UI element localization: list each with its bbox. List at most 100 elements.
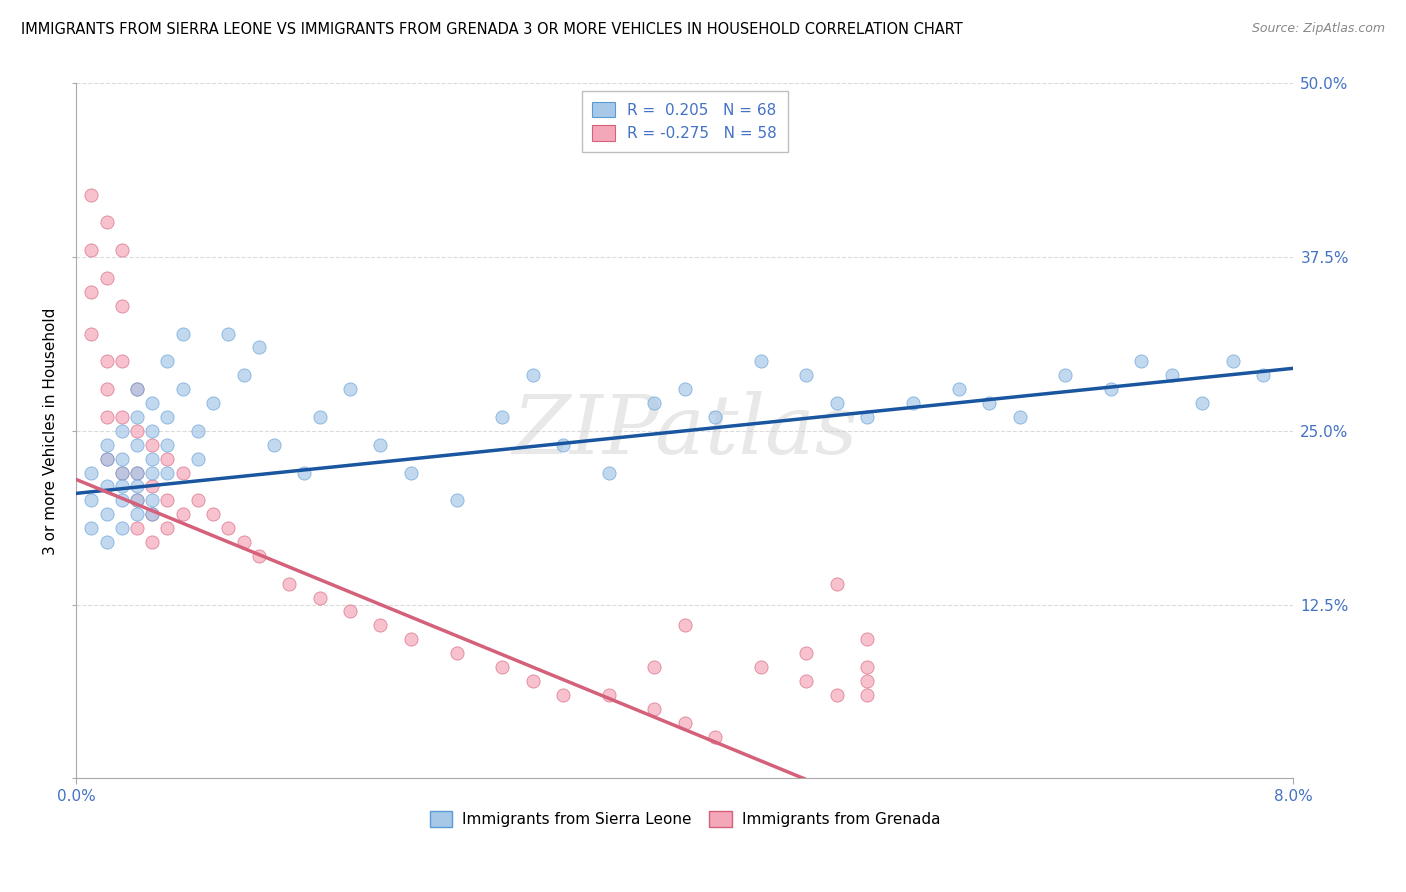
Point xyxy=(156,466,179,480)
Point xyxy=(796,673,818,688)
Point xyxy=(308,409,330,424)
Point xyxy=(172,507,194,521)
Point xyxy=(172,326,194,341)
Point xyxy=(232,535,254,549)
Point xyxy=(125,466,148,480)
Point xyxy=(339,382,361,396)
Point xyxy=(1191,396,1213,410)
Point xyxy=(111,493,134,508)
Point xyxy=(80,243,103,257)
Point xyxy=(1160,368,1182,383)
Point xyxy=(172,466,194,480)
Point xyxy=(156,409,179,424)
Point xyxy=(96,451,118,466)
Point xyxy=(125,521,148,535)
Point xyxy=(125,479,148,493)
Text: IMMIGRANTS FROM SIERRA LEONE VS IMMIGRANTS FROM GRENADA 3 OR MORE VEHICLES IN HO: IMMIGRANTS FROM SIERRA LEONE VS IMMIGRAN… xyxy=(21,22,963,37)
Point xyxy=(856,673,879,688)
Point xyxy=(856,660,879,674)
Point xyxy=(141,507,163,521)
Point xyxy=(187,424,209,438)
Point xyxy=(856,688,879,702)
Point xyxy=(156,451,179,466)
Point xyxy=(673,715,696,730)
Point xyxy=(96,438,118,452)
Point xyxy=(1251,368,1274,383)
Legend: Immigrants from Sierra Leone, Immigrants from Grenada: Immigrants from Sierra Leone, Immigrants… xyxy=(423,805,946,833)
Point xyxy=(125,382,148,396)
Point xyxy=(339,605,361,619)
Point xyxy=(1054,368,1077,383)
Point xyxy=(80,521,103,535)
Point xyxy=(825,576,848,591)
Point xyxy=(111,299,134,313)
Point xyxy=(278,576,301,591)
Point xyxy=(96,451,118,466)
Point xyxy=(111,479,134,493)
Point xyxy=(247,549,270,563)
Point xyxy=(141,535,163,549)
Point xyxy=(1008,409,1031,424)
Point xyxy=(294,466,316,480)
Point xyxy=(399,466,422,480)
Point xyxy=(1130,354,1153,368)
Point xyxy=(96,535,118,549)
Point xyxy=(141,396,163,410)
Point xyxy=(156,521,179,535)
Point xyxy=(901,396,924,410)
Point xyxy=(111,451,134,466)
Point xyxy=(796,646,818,660)
Point xyxy=(551,438,574,452)
Point xyxy=(111,409,134,424)
Point xyxy=(217,521,239,535)
Point xyxy=(749,354,772,368)
Point xyxy=(111,243,134,257)
Point xyxy=(522,673,544,688)
Point xyxy=(96,354,118,368)
Point xyxy=(125,493,148,508)
Text: Source: ZipAtlas.com: Source: ZipAtlas.com xyxy=(1251,22,1385,36)
Point xyxy=(704,409,727,424)
Point xyxy=(598,688,620,702)
Point xyxy=(1222,354,1244,368)
Point xyxy=(80,493,103,508)
Text: ZIPatlas: ZIPatlas xyxy=(512,391,858,471)
Point xyxy=(141,479,163,493)
Point xyxy=(643,660,665,674)
Point xyxy=(598,466,620,480)
Point xyxy=(80,326,103,341)
Point xyxy=(187,493,209,508)
Point xyxy=(172,382,194,396)
Point xyxy=(551,688,574,702)
Point xyxy=(96,382,118,396)
Point xyxy=(125,493,148,508)
Point xyxy=(202,396,225,410)
Point xyxy=(825,396,848,410)
Point xyxy=(1099,382,1122,396)
Point xyxy=(187,451,209,466)
Point xyxy=(80,285,103,299)
Point xyxy=(141,424,163,438)
Point xyxy=(156,438,179,452)
Point xyxy=(80,187,103,202)
Point xyxy=(141,493,163,508)
Point xyxy=(111,424,134,438)
Point xyxy=(96,479,118,493)
Point xyxy=(948,382,970,396)
Point xyxy=(643,702,665,716)
Point xyxy=(491,660,513,674)
Point xyxy=(977,396,1000,410)
Point xyxy=(217,326,239,341)
Point xyxy=(673,618,696,632)
Point xyxy=(111,521,134,535)
Point xyxy=(825,688,848,702)
Point xyxy=(673,382,696,396)
Point xyxy=(111,354,134,368)
Point xyxy=(202,507,225,521)
Point xyxy=(247,341,270,355)
Point xyxy=(141,451,163,466)
Point xyxy=(232,368,254,383)
Point xyxy=(111,466,134,480)
Point xyxy=(446,646,468,660)
Point xyxy=(141,438,163,452)
